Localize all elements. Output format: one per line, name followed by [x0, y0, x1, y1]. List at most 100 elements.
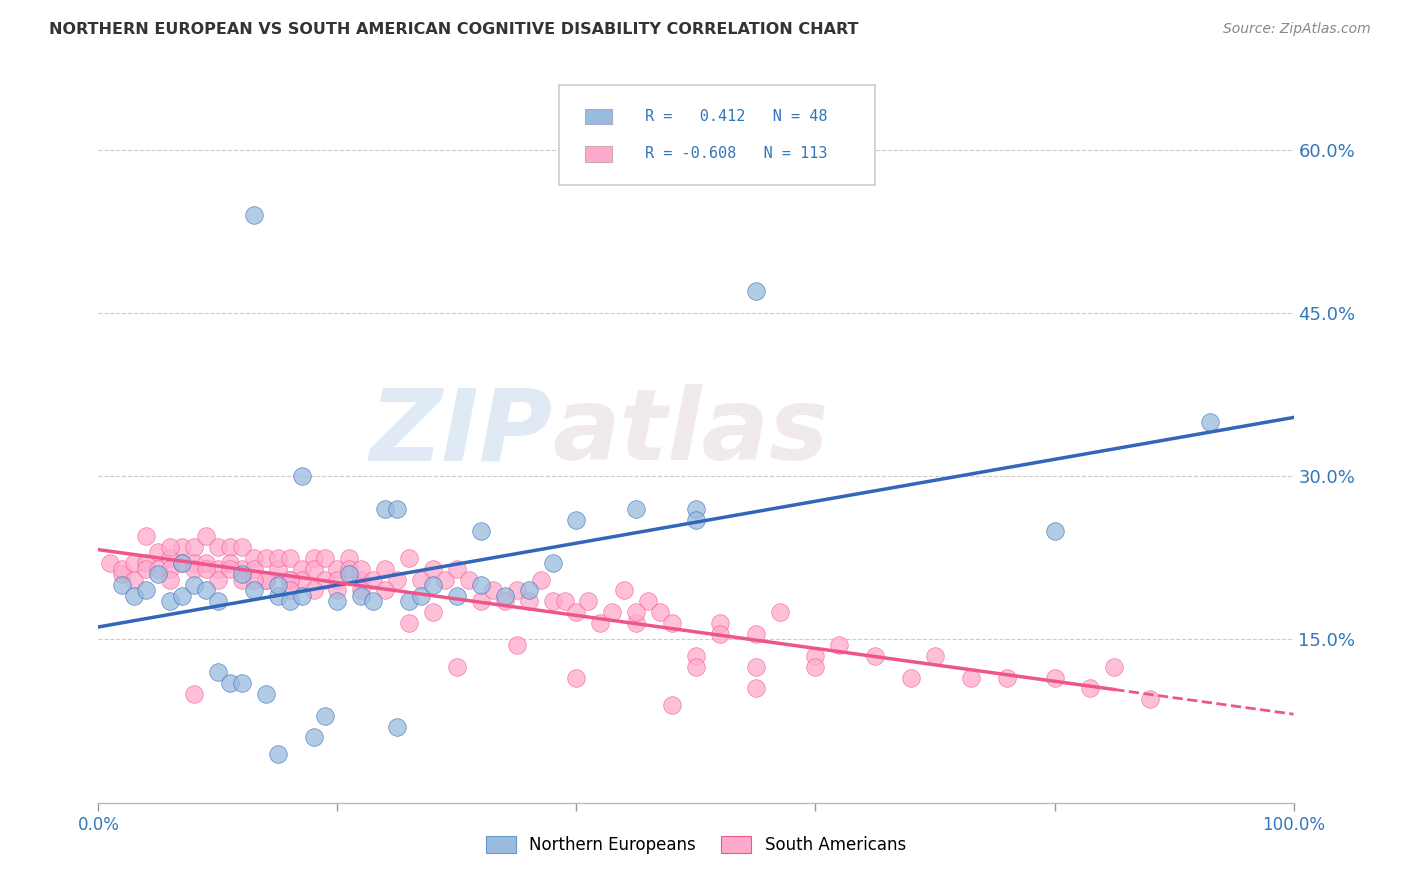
Point	[1199, 415, 1222, 429]
Point	[350, 573, 373, 587]
FancyBboxPatch shape	[585, 109, 612, 124]
Point	[446, 659, 468, 673]
Point	[231, 567, 253, 582]
Point	[159, 573, 181, 587]
Legend: Northern Europeans, South Americans: Northern Europeans, South Americans	[479, 830, 912, 861]
Point	[470, 578, 492, 592]
Point	[350, 583, 373, 598]
Point	[267, 562, 290, 576]
Point	[302, 731, 325, 745]
Point	[685, 659, 707, 673]
Point	[745, 284, 768, 298]
Point	[1080, 681, 1102, 696]
Point	[243, 562, 266, 576]
Point	[135, 556, 157, 570]
Point	[458, 573, 481, 587]
Point	[374, 501, 396, 516]
Point	[148, 567, 170, 582]
Point	[565, 605, 588, 619]
Point	[124, 573, 146, 587]
Point	[626, 501, 648, 516]
Point	[231, 562, 253, 576]
Point	[398, 550, 420, 565]
Point	[302, 583, 325, 598]
Point	[1104, 659, 1126, 673]
Point	[339, 562, 361, 576]
Point	[745, 627, 768, 641]
Point	[159, 594, 181, 608]
FancyBboxPatch shape	[558, 85, 876, 185]
Point	[637, 594, 659, 608]
Point	[685, 648, 707, 663]
Point	[865, 648, 887, 663]
Point	[159, 550, 181, 565]
Point	[195, 562, 218, 576]
Point	[172, 540, 194, 554]
Point	[385, 720, 409, 734]
FancyBboxPatch shape	[585, 146, 612, 161]
Point	[494, 594, 516, 608]
Point	[302, 562, 325, 576]
Point	[219, 676, 242, 690]
Point	[278, 573, 301, 587]
Point	[709, 616, 731, 631]
Point	[315, 573, 337, 587]
Point	[183, 540, 205, 554]
Point	[385, 573, 409, 587]
Text: R =   0.412   N = 48: R = 0.412 N = 48	[644, 109, 827, 124]
Point	[374, 583, 396, 598]
Point	[470, 524, 492, 538]
Point	[148, 562, 170, 576]
Point	[207, 573, 229, 587]
Point	[363, 594, 385, 608]
Point	[219, 540, 242, 554]
Point	[661, 698, 683, 712]
Point	[291, 573, 314, 587]
Point	[207, 540, 229, 554]
Point	[446, 562, 468, 576]
Point	[613, 583, 636, 598]
Point	[1043, 524, 1066, 538]
Point	[745, 681, 768, 696]
Point	[111, 578, 134, 592]
Point	[291, 589, 314, 603]
Point	[326, 573, 349, 587]
Point	[517, 594, 540, 608]
Point	[195, 583, 218, 598]
Point	[135, 583, 157, 598]
Point	[602, 605, 624, 619]
Point	[422, 562, 444, 576]
Point	[195, 556, 218, 570]
Point	[326, 594, 349, 608]
Point	[828, 638, 851, 652]
Point	[363, 573, 385, 587]
Point	[506, 583, 529, 598]
Point	[267, 589, 290, 603]
Point	[374, 562, 396, 576]
Point	[446, 589, 468, 603]
Point	[267, 578, 290, 592]
Point	[494, 589, 516, 603]
Point	[135, 562, 157, 576]
Point	[517, 583, 540, 598]
Point	[207, 562, 229, 576]
Point	[111, 567, 134, 582]
Point	[326, 562, 349, 576]
Point	[411, 589, 433, 603]
Point	[422, 578, 444, 592]
Point	[267, 747, 290, 761]
Point	[554, 594, 576, 608]
Point	[254, 550, 277, 565]
Point	[207, 665, 229, 680]
Point	[565, 671, 588, 685]
Point	[111, 562, 134, 576]
Point	[315, 550, 337, 565]
Point	[541, 556, 564, 570]
Point	[470, 594, 492, 608]
Point	[995, 671, 1018, 685]
Point	[183, 687, 205, 701]
Point	[148, 545, 170, 559]
Point	[219, 556, 242, 570]
Point	[326, 583, 349, 598]
Point	[745, 659, 768, 673]
